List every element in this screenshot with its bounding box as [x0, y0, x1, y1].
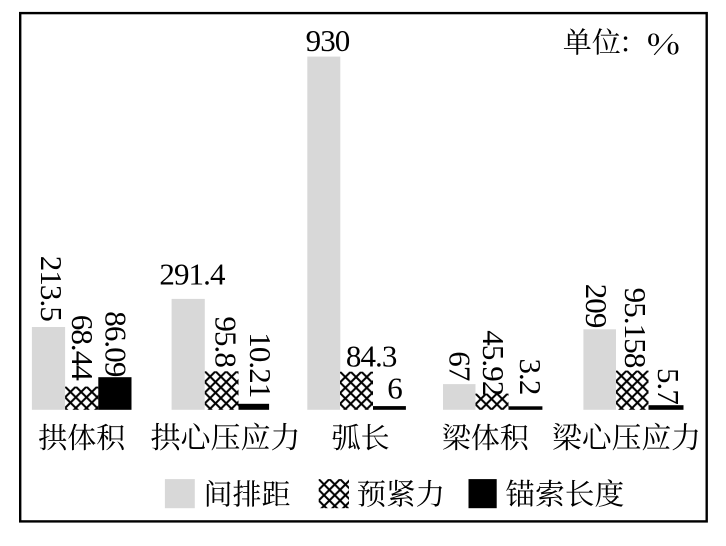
svg-text:95.8: 95.8	[209, 316, 244, 367]
svg-text:5.7: 5.7	[651, 368, 686, 404]
svg-text:67: 67	[442, 351, 477, 381]
svg-text:930: 930	[306, 23, 350, 58]
svg-text:291.4: 291.4	[159, 257, 226, 292]
svg-text:84.3: 84.3	[346, 339, 397, 374]
svg-text:68.44: 68.44	[65, 315, 100, 382]
svg-text:209: 209	[579, 284, 614, 328]
svg-text:10.21: 10.21	[243, 332, 278, 397]
svg-text:95.158: 95.158	[618, 288, 653, 368]
svg-text:86.09: 86.09	[99, 311, 134, 377]
svg-text:45.92: 45.92	[476, 330, 511, 395]
svg-text:6: 6	[387, 371, 402, 406]
svg-text:3.2: 3.2	[513, 358, 548, 394]
svg-text:213.5: 213.5	[34, 256, 69, 322]
